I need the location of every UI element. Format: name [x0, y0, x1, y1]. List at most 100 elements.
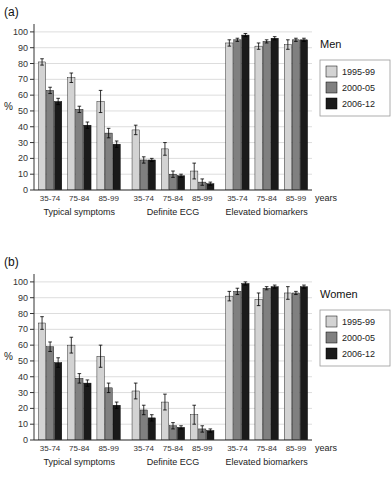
error-bar	[163, 394, 167, 410]
error-bar	[163, 143, 167, 156]
legend: 1995-99 2000-05 2006-12	[320, 310, 390, 366]
legend-label: 1995-99	[342, 317, 375, 327]
y-tick-label: 70	[18, 324, 28, 334]
y-tick	[30, 95, 34, 96]
error-bar	[192, 405, 196, 424]
marks	[38, 282, 307, 440]
x-tick-label: 85-99	[98, 444, 119, 453]
category-group-label: Typical symptoms	[44, 207, 116, 217]
x-tick-label: 35-74	[227, 194, 248, 203]
y-tick	[30, 345, 34, 346]
error-bar	[209, 182, 213, 185]
error-bar	[192, 163, 196, 179]
bar	[271, 38, 278, 190]
error-bar	[265, 40, 269, 43]
y-tick-label: 80	[18, 59, 28, 69]
x-axis	[34, 440, 312, 441]
error-bar	[228, 291, 232, 300]
y-tick	[30, 47, 34, 48]
y-tick-label: 20	[18, 153, 28, 163]
bar	[46, 90, 53, 190]
y-tick	[30, 126, 34, 127]
error-bar	[236, 288, 240, 294]
y-tick	[30, 190, 34, 191]
panel-label: (a)	[4, 5, 19, 19]
error-bar	[78, 374, 82, 383]
title: Women	[320, 288, 358, 300]
y-tick-label: 80	[18, 309, 28, 319]
error-bar	[228, 40, 232, 46]
legend-swatch	[326, 332, 337, 343]
y-tick-label: 20	[18, 403, 28, 413]
y-tick-label: 30	[18, 388, 28, 398]
legend-frame	[320, 60, 390, 116]
bar	[84, 125, 91, 190]
error-bar	[179, 426, 183, 429]
error-bar	[86, 122, 90, 128]
bar	[105, 133, 112, 190]
bar	[226, 43, 233, 190]
y-tick	[30, 142, 34, 143]
bar	[54, 101, 61, 190]
y-tick-label: 40	[18, 122, 28, 132]
x-tick-label: 85-99	[98, 194, 119, 203]
error-bar	[244, 282, 248, 285]
legend-label: 2000-05	[342, 333, 375, 343]
error-bar	[115, 141, 119, 147]
category-group-label: Elevated biomarkers	[226, 457, 309, 467]
x-tick-label: 35-74	[134, 444, 155, 453]
x-axis	[34, 190, 312, 191]
legend-swatch	[326, 66, 337, 77]
bar	[76, 378, 83, 440]
legend-label: 2006-12	[342, 349, 375, 359]
y-tick	[30, 440, 34, 441]
error-bar	[107, 383, 111, 392]
error-bar	[40, 317, 44, 330]
bar	[132, 130, 139, 190]
y-tick-label: 60	[18, 340, 28, 350]
bar	[292, 40, 299, 190]
error-bar	[48, 342, 52, 351]
x-tick-label: 35-74	[40, 194, 61, 203]
bar	[113, 144, 120, 190]
x-axis-label: years	[315, 443, 338, 453]
bar	[226, 296, 233, 440]
error-bar	[150, 415, 154, 421]
grid-line	[34, 190, 312, 191]
error-bar	[99, 90, 103, 112]
error-bar	[257, 43, 261, 49]
bar	[84, 383, 91, 440]
x-axis-label: years	[315, 193, 338, 203]
bar	[234, 291, 241, 440]
category-group-label: Elevated biomarkers	[226, 207, 309, 217]
bar	[140, 160, 147, 190]
y-tick	[30, 281, 34, 282]
y-tick	[30, 392, 34, 393]
bar	[263, 288, 270, 440]
bar	[38, 62, 45, 190]
y-tick-label: 30	[18, 138, 28, 148]
error-bar	[99, 345, 103, 367]
y-tick	[30, 297, 34, 298]
error-bar	[56, 98, 60, 104]
bar	[255, 46, 262, 190]
y-tick-label: 90	[18, 43, 28, 53]
error-bar	[209, 429, 213, 432]
x-tick-label: 35-74	[134, 194, 155, 203]
error-bar	[257, 293, 261, 306]
bar	[113, 405, 120, 440]
error-bar	[273, 285, 277, 288]
category-group-label: Definite ECG	[147, 457, 200, 467]
category-group-label: Typical symptoms	[44, 457, 116, 467]
x-tick-label: 35-74	[227, 444, 248, 453]
error-bar	[150, 158, 154, 161]
figure: 010203040506070809010035-7475-8485-9935-…	[0, 0, 392, 500]
bar	[255, 299, 262, 440]
error-bar	[302, 38, 306, 41]
error-bar	[294, 291, 298, 294]
x-tick-label: 75-84	[163, 194, 184, 203]
title: Men	[320, 38, 341, 50]
x-tick-label: 75-84	[69, 444, 90, 453]
y-tick	[30, 360, 34, 361]
bar	[177, 176, 184, 190]
